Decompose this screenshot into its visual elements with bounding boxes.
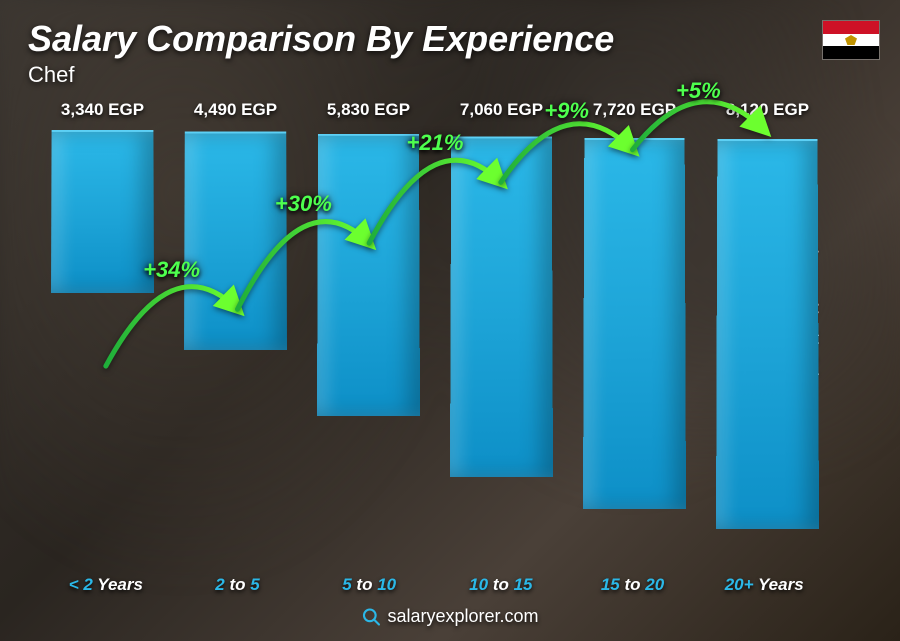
x-category-label: 2 to 5 xyxy=(172,575,304,595)
chart-plot-area: 3,340 EGP 4,490 EGP 5,830 EGP 7,060 EGP 7,72… xyxy=(40,100,830,561)
magnifier-icon xyxy=(361,607,381,627)
flag-stripe-white xyxy=(823,34,879,47)
x-category-label: < 2 Years xyxy=(40,575,172,595)
bar-value-label: 4,490 EGP xyxy=(194,100,277,120)
bar-value-label: 3,340 EGP xyxy=(61,100,144,120)
bar-value-label: 7,060 EGP xyxy=(460,100,543,120)
flag-stripe-black xyxy=(823,46,879,59)
bar-group: 8,120 EGP xyxy=(705,100,830,561)
bar-group: 7,720 EGP xyxy=(572,100,697,561)
x-category-label: 15 to 20 xyxy=(567,575,699,595)
x-axis-labels: < 2 Years2 to 55 to 1010 to 1515 to 2020… xyxy=(40,575,830,595)
bar xyxy=(716,139,819,529)
footer-attribution: salaryexplorer.com xyxy=(361,606,538,627)
bar-group: 7,060 EGP xyxy=(439,100,564,561)
chart-subtitle: Chef xyxy=(28,62,74,88)
flag-stripe-red xyxy=(823,21,879,34)
flag-emblem-icon xyxy=(845,35,857,45)
bar-value-label: 5,830 EGP xyxy=(327,100,410,120)
bar xyxy=(184,132,287,350)
bars-row: 3,340 EGP 4,490 EGP 5,830 EGP 7,060 EGP 7,72… xyxy=(40,100,830,561)
chart-container: Salary Comparison By Experience Chef Ave… xyxy=(0,0,900,641)
bar xyxy=(317,134,420,416)
bar-value-label: 8,120 EGP xyxy=(726,100,809,120)
x-category-label: 5 to 10 xyxy=(303,575,435,595)
country-flag-egypt xyxy=(822,20,880,60)
bar-group: 4,490 EGP xyxy=(173,100,298,561)
bar xyxy=(583,138,686,509)
x-category-label: 20+ Years xyxy=(698,575,830,595)
bar xyxy=(51,130,154,293)
bar xyxy=(450,136,553,476)
footer-text: salaryexplorer.com xyxy=(387,606,538,627)
bar-group: 5,830 EGP xyxy=(306,100,431,561)
chart-title: Salary Comparison By Experience xyxy=(28,18,614,60)
bar-value-label: 7,720 EGP xyxy=(593,100,676,120)
x-category-label: 10 to 15 xyxy=(435,575,567,595)
bar-group: 3,340 EGP xyxy=(40,100,165,561)
